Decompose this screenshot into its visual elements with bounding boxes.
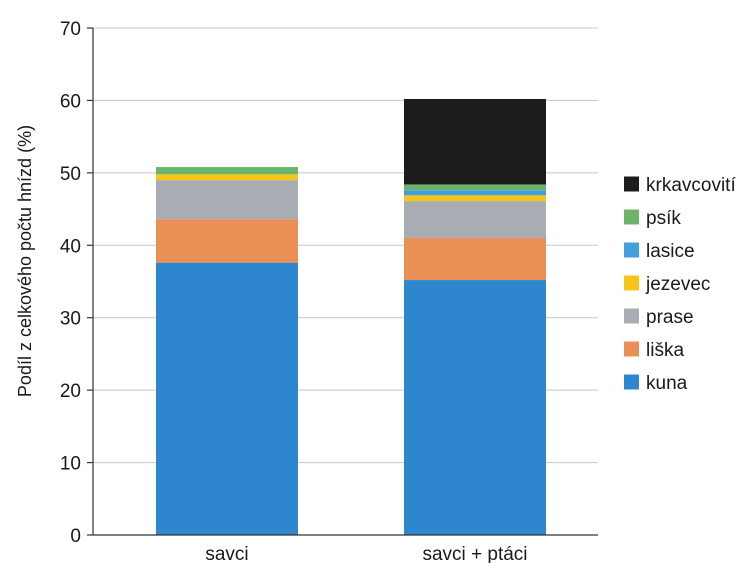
bar-segment-krkavcovití xyxy=(404,98,546,185)
x-tick-label: savci + ptáci xyxy=(422,544,527,563)
y-tick-label: 60 xyxy=(60,91,81,112)
bar-segment-psík xyxy=(404,184,546,191)
legend-label: psík xyxy=(646,208,681,229)
y-tick-label: 40 xyxy=(60,236,81,257)
legend-swatch xyxy=(624,374,639,390)
bar-segment-jezevec xyxy=(404,195,546,202)
bar-segment-lasice xyxy=(404,190,546,196)
bar-segment-jezevec xyxy=(156,174,298,181)
y-axis-title: Podíl z celkového počtu hnízd (%) xyxy=(15,125,35,397)
legend-label: kuna xyxy=(646,373,688,394)
axes xyxy=(92,28,598,536)
legend-label: prase xyxy=(646,307,694,328)
bar-segment-kuna xyxy=(404,280,546,535)
bar-segment-prase xyxy=(156,180,298,220)
legend-swatch xyxy=(624,242,639,258)
legend-label: krkavcovití xyxy=(646,175,736,196)
legend-swatch xyxy=(624,308,639,324)
legend-label: liška xyxy=(646,340,684,361)
legend-swatch xyxy=(624,176,639,192)
legend-swatch xyxy=(624,275,639,291)
legend-label: jezevec xyxy=(645,274,710,295)
y-tick-label: 70 xyxy=(60,19,81,40)
bar-segment-liška xyxy=(156,219,298,263)
bar-segment-kuna xyxy=(156,262,298,535)
legend-swatch xyxy=(624,209,639,225)
y-tick-label: 20 xyxy=(60,381,81,402)
legend-swatch xyxy=(624,341,639,357)
legend: krkavcovití psík lasice jezevec prase liška ku… xyxy=(624,175,736,394)
y-tick-labels: 0 10 20 30 40 50 60 70 xyxy=(60,19,81,547)
bar-segment-prase xyxy=(404,201,546,239)
y-tick-label: 30 xyxy=(60,309,81,330)
bar-segment-psík xyxy=(156,167,298,175)
x-tick-labels: savci savci + ptáci xyxy=(205,544,527,563)
y-tick-label: 0 xyxy=(70,526,81,547)
bar-segments xyxy=(156,98,546,535)
y-tick-label: 50 xyxy=(60,164,81,185)
y-tick-label: 10 xyxy=(60,454,81,475)
x-tick-label: savci xyxy=(205,544,248,563)
bar-segment-liška xyxy=(404,238,546,281)
legend-label: lasice xyxy=(646,241,695,262)
